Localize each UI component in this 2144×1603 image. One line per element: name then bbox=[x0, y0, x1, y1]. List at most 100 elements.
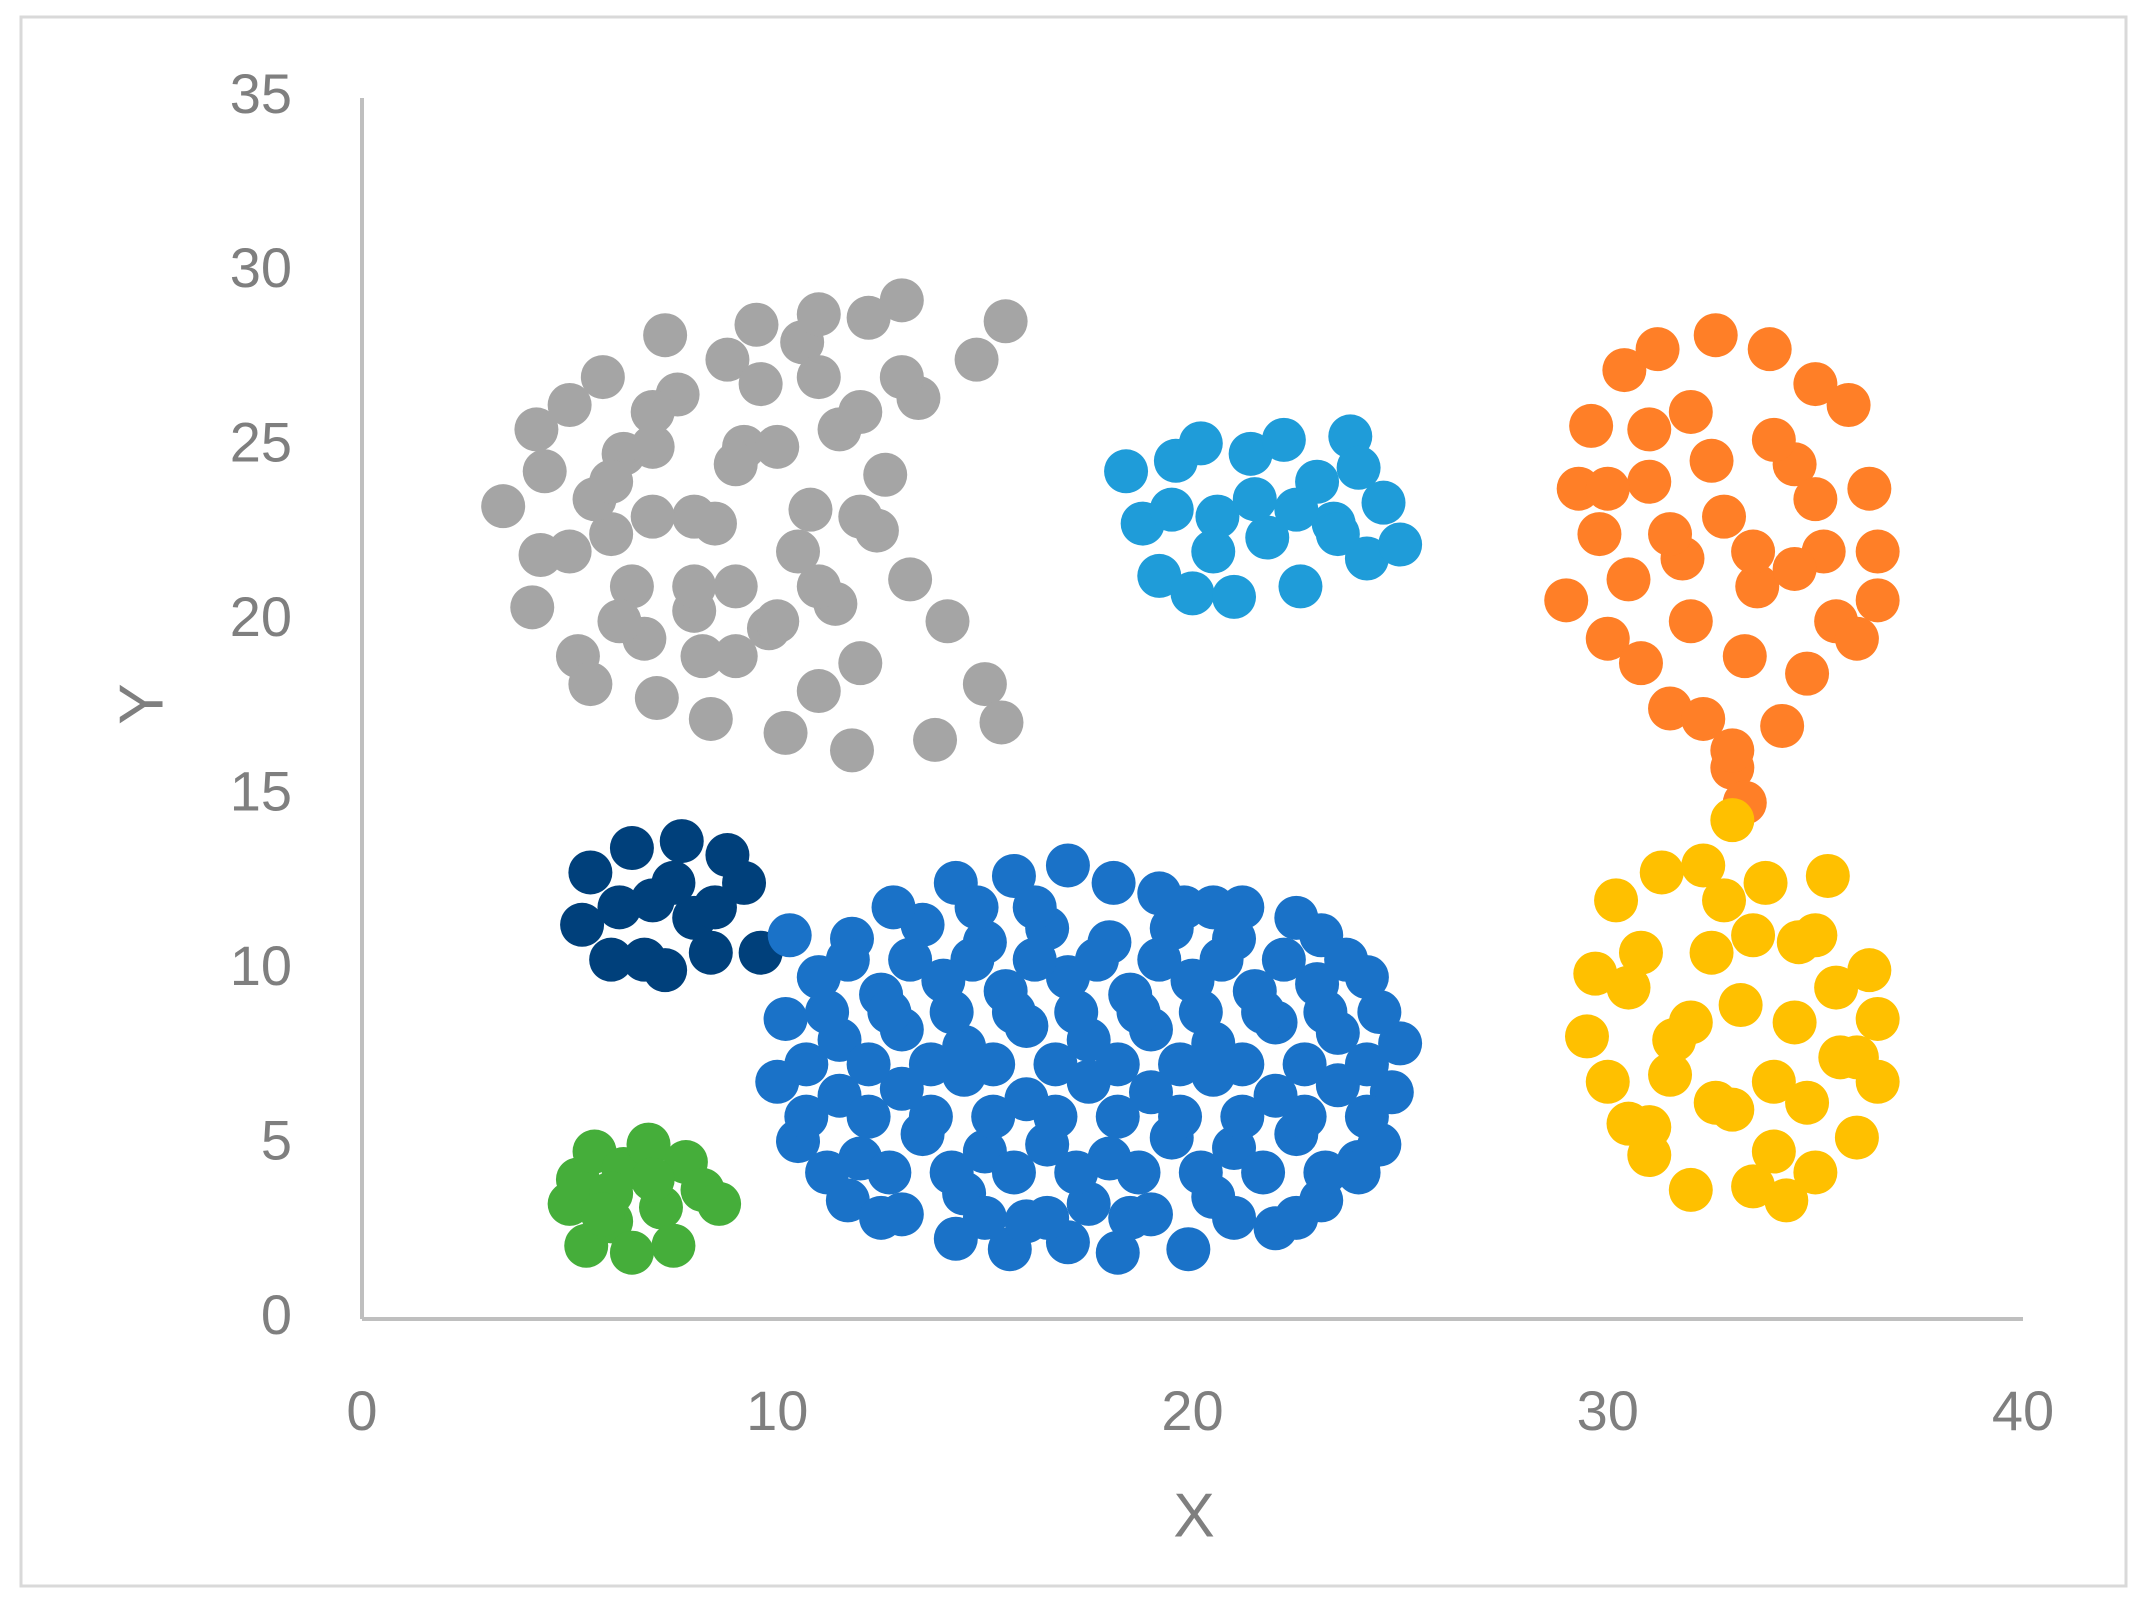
point bbox=[1805, 853, 1850, 898]
point bbox=[1095, 1230, 1140, 1275]
point bbox=[1751, 417, 1796, 462]
point bbox=[1245, 515, 1290, 560]
x-axis-title: X bbox=[1173, 1481, 1214, 1550]
point bbox=[1045, 843, 1090, 888]
point bbox=[1274, 1195, 1319, 1240]
point bbox=[1025, 1195, 1070, 1240]
point bbox=[1054, 1150, 1099, 1195]
point bbox=[879, 1066, 924, 1111]
point bbox=[1585, 466, 1630, 511]
point bbox=[688, 696, 733, 741]
point bbox=[597, 599, 642, 644]
point bbox=[1668, 389, 1713, 434]
point bbox=[1627, 407, 1672, 452]
point bbox=[1702, 878, 1747, 923]
point bbox=[1108, 1195, 1153, 1240]
point bbox=[1751, 1059, 1796, 1104]
y-tick-label: 15 bbox=[230, 760, 292, 823]
y-axis-title: Y bbox=[107, 683, 176, 724]
point bbox=[1722, 634, 1767, 679]
x-tick-label: 10 bbox=[746, 1379, 808, 1442]
point bbox=[1137, 553, 1182, 598]
point bbox=[888, 937, 933, 982]
point bbox=[971, 1042, 1016, 1087]
point bbox=[1834, 616, 1879, 661]
point bbox=[913, 717, 958, 762]
point bbox=[1220, 1094, 1265, 1139]
point bbox=[879, 278, 924, 323]
x-tick-label: 0 bbox=[346, 1379, 377, 1442]
point bbox=[1091, 860, 1136, 905]
point bbox=[788, 487, 833, 532]
point bbox=[1855, 578, 1900, 623]
point bbox=[589, 512, 634, 557]
point bbox=[672, 564, 717, 609]
point bbox=[597, 885, 642, 930]
point bbox=[1033, 1094, 1078, 1139]
y-tick-label: 20 bbox=[230, 585, 292, 648]
point bbox=[805, 990, 850, 1035]
point bbox=[838, 389, 883, 434]
point bbox=[908, 1042, 953, 1087]
point bbox=[713, 564, 758, 609]
point bbox=[1764, 1178, 1809, 1223]
point bbox=[1220, 1042, 1265, 1087]
point bbox=[1693, 313, 1738, 358]
point bbox=[630, 424, 675, 469]
y-tick-label: 35 bbox=[230, 62, 292, 125]
point bbox=[713, 442, 758, 487]
point bbox=[1158, 1042, 1203, 1087]
y-tick-label: 5 bbox=[261, 1108, 292, 1171]
point bbox=[1826, 382, 1871, 427]
point bbox=[1814, 965, 1859, 1010]
point bbox=[954, 337, 999, 382]
point bbox=[763, 996, 808, 1041]
point bbox=[867, 1150, 912, 1195]
point bbox=[1681, 696, 1726, 741]
point bbox=[1191, 885, 1236, 930]
point bbox=[1743, 860, 1788, 905]
point bbox=[1544, 578, 1589, 623]
point bbox=[568, 662, 613, 707]
point bbox=[796, 564, 841, 609]
point bbox=[705, 337, 750, 382]
point bbox=[630, 389, 675, 434]
point bbox=[1116, 1150, 1161, 1195]
point bbox=[1241, 1150, 1286, 1195]
point bbox=[784, 1094, 829, 1139]
point bbox=[991, 853, 1036, 898]
point bbox=[1648, 1052, 1693, 1097]
point bbox=[1834, 1115, 1879, 1160]
point bbox=[829, 728, 874, 773]
point bbox=[651, 1223, 696, 1268]
point bbox=[1195, 494, 1240, 539]
point bbox=[1191, 529, 1236, 574]
point bbox=[1606, 965, 1651, 1010]
point bbox=[1702, 494, 1747, 539]
point bbox=[1149, 487, 1194, 532]
point bbox=[1033, 1042, 1078, 1087]
point bbox=[962, 662, 1007, 707]
point bbox=[1618, 641, 1663, 686]
point bbox=[838, 494, 883, 539]
point bbox=[609, 1230, 654, 1275]
point bbox=[1710, 1087, 1755, 1132]
point bbox=[547, 382, 592, 427]
point bbox=[1793, 362, 1838, 407]
point bbox=[767, 913, 812, 958]
point bbox=[1012, 937, 1057, 982]
point bbox=[925, 599, 970, 644]
point bbox=[908, 1094, 953, 1139]
point bbox=[805, 1150, 850, 1195]
point bbox=[643, 313, 688, 358]
point bbox=[1710, 728, 1755, 773]
point bbox=[1137, 937, 1182, 982]
point bbox=[1074, 937, 1119, 982]
point bbox=[1012, 885, 1057, 930]
point bbox=[1689, 930, 1734, 975]
point bbox=[838, 641, 883, 686]
point bbox=[1357, 990, 1402, 1035]
point bbox=[1282, 1094, 1327, 1139]
point bbox=[1585, 616, 1630, 661]
point bbox=[1648, 686, 1693, 731]
